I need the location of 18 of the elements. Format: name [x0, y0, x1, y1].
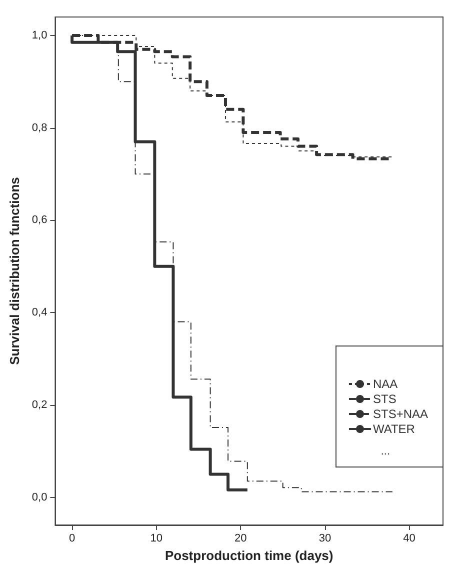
y-tick-label: 0,6: [32, 214, 48, 226]
legend-label: STS+NAA: [372, 407, 428, 421]
x-tick-label: 20: [234, 532, 247, 544]
x-tick-label: 30: [318, 532, 332, 544]
y-tick-label: 1,0: [32, 29, 48, 42]
y-tick-label: 0,4: [32, 306, 48, 319]
y-tick-label: 0,2: [32, 398, 48, 411]
legend-label: STS: [372, 392, 396, 406]
x-tick-label: 40: [403, 532, 416, 544]
x-tick-label: 0: [68, 532, 76, 544]
y-tick-label: 0,8: [32, 122, 48, 134]
y-axis-title: Survival distribution functions: [7, 177, 22, 365]
legend-label: NAA: [372, 377, 398, 391]
legend-label: WATER: [372, 422, 416, 436]
annotation: ...: [380, 446, 390, 458]
x-axis-title: Postproduction time (days): [164, 548, 334, 563]
y-tick-label: 0,0: [32, 491, 48, 504]
x-tick-label: 10: [150, 532, 162, 544]
